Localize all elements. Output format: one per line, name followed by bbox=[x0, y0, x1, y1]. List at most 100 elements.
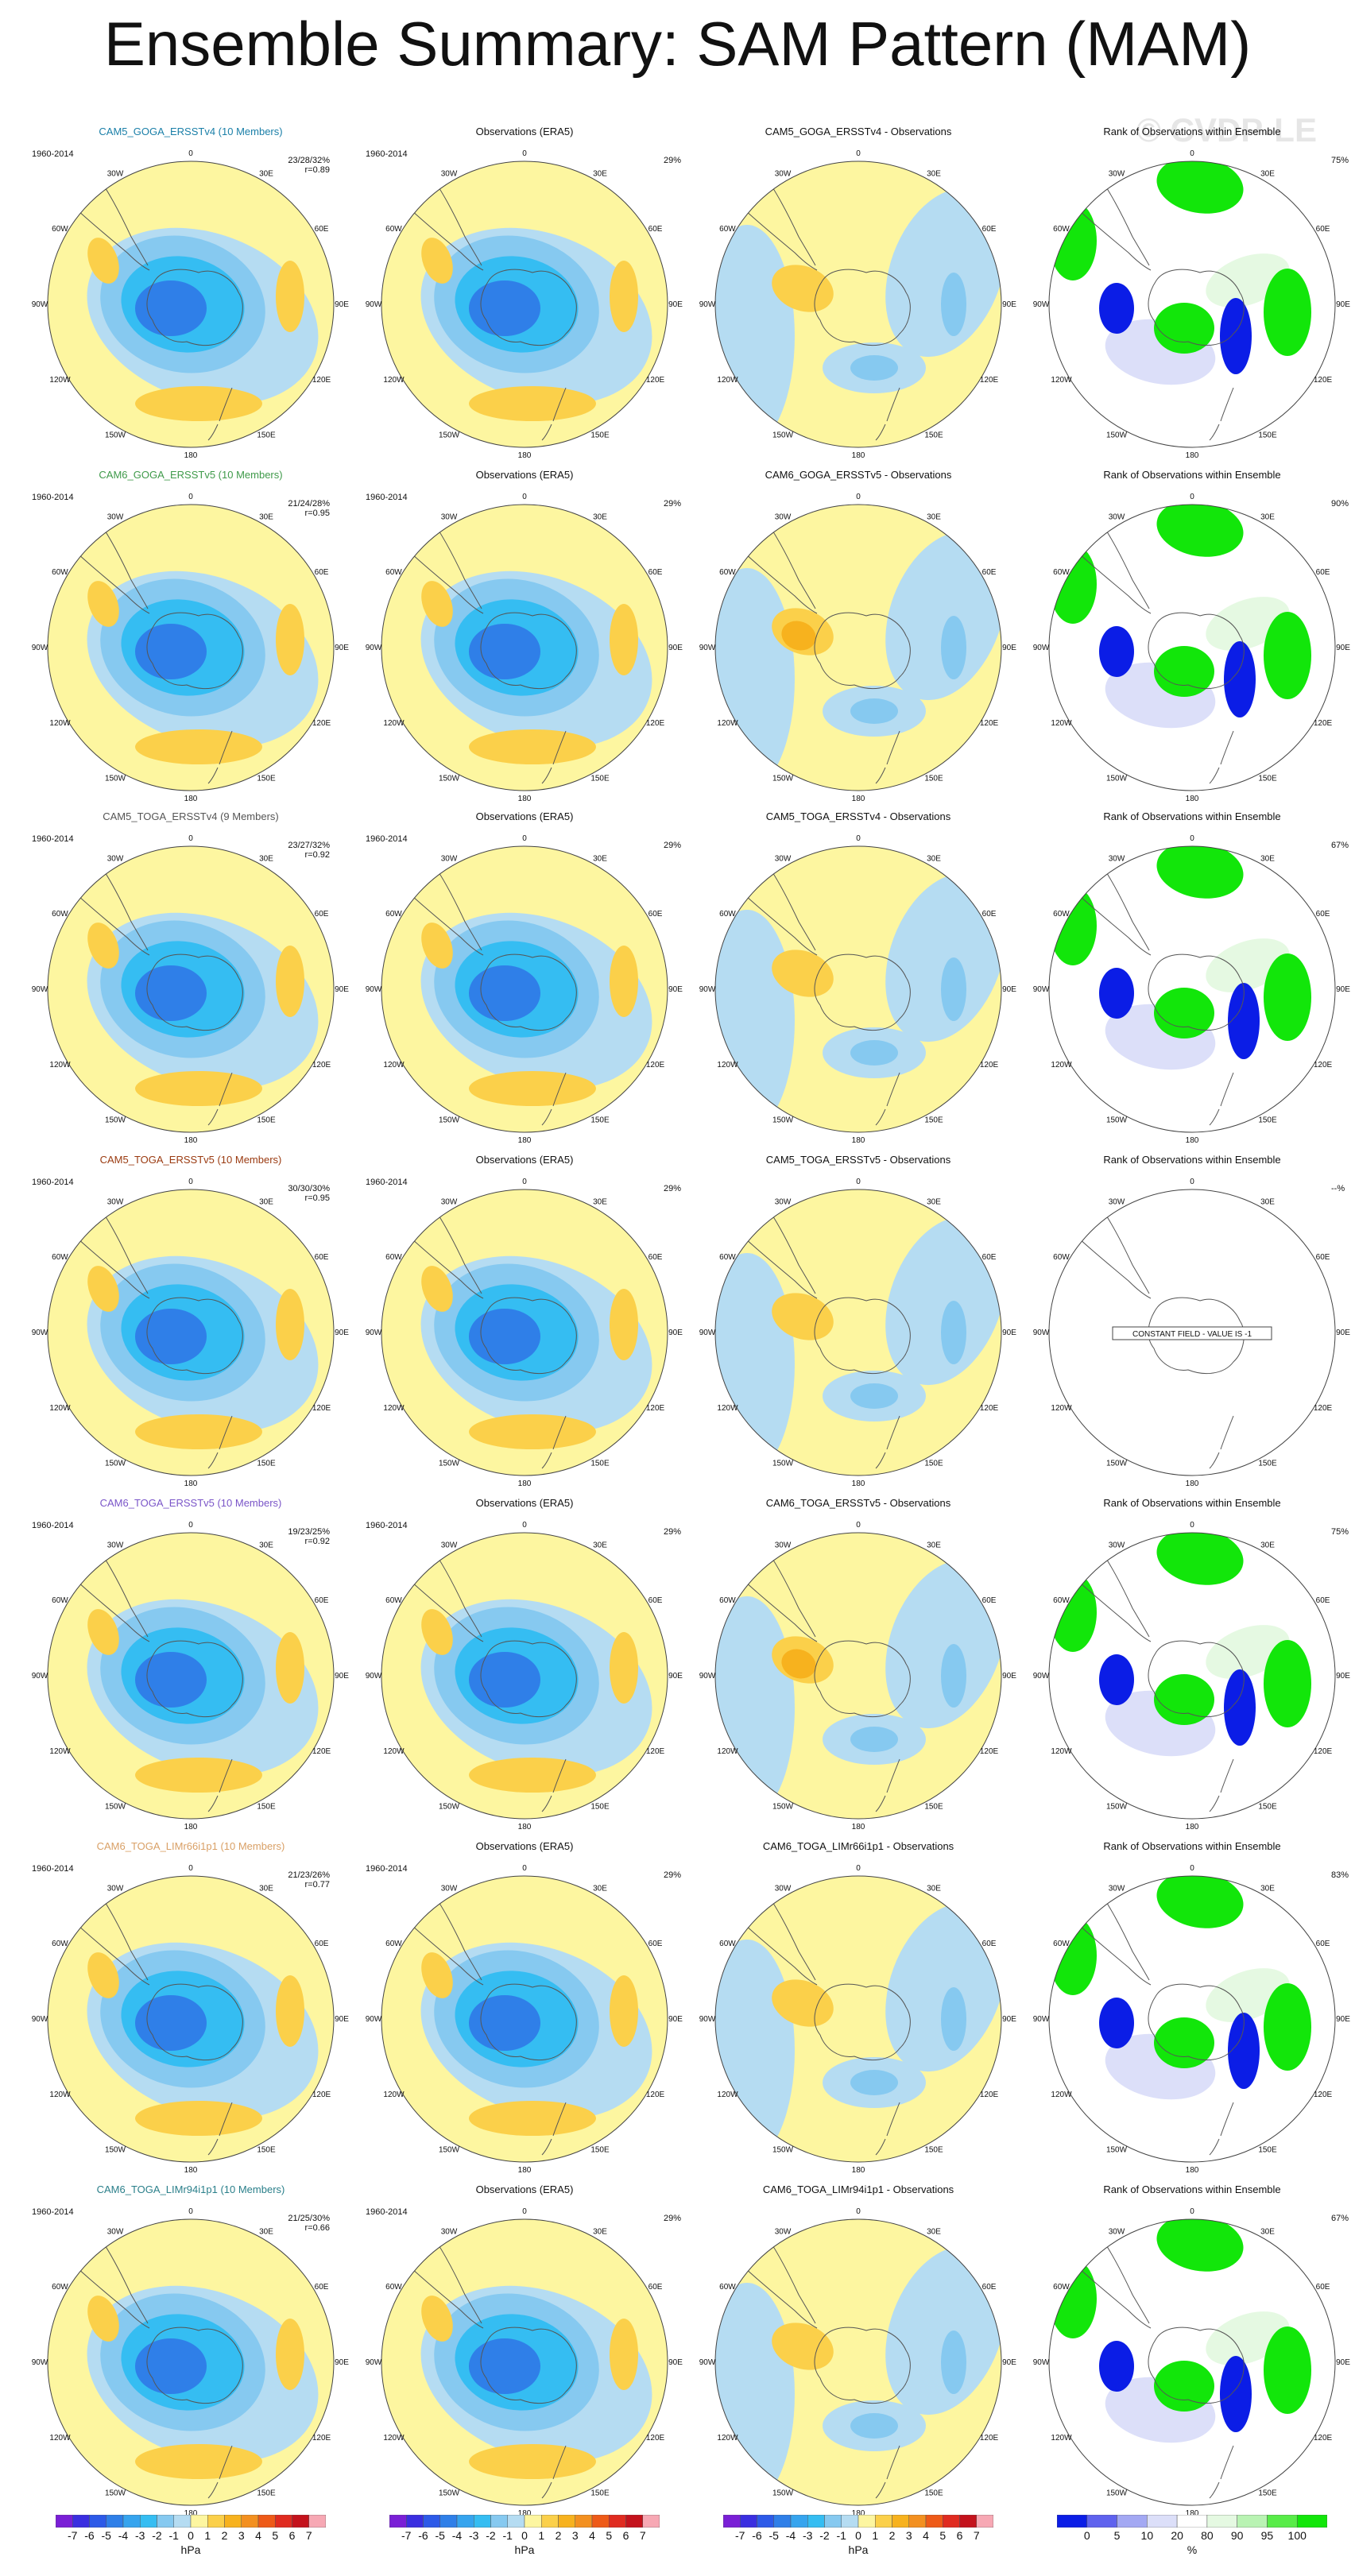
colorbar-tick-label: 3 bbox=[905, 2529, 912, 2542]
colorbar-tick-label: 2 bbox=[888, 2529, 896, 2542]
longitude-label: 180 bbox=[1186, 795, 1199, 803]
longitude-label: 30E bbox=[927, 1197, 941, 1206]
colorbar-tick-label: 5 bbox=[272, 2529, 279, 2542]
longitude-label: 60E bbox=[1316, 910, 1330, 919]
longitude-label: 60W bbox=[52, 910, 68, 919]
longitude-label: 120W bbox=[383, 1747, 405, 1756]
ensemble-stats: 19/23/25% r=0.92 bbox=[266, 1527, 330, 1546]
antarctica-coastline bbox=[146, 269, 243, 346]
ensemble-stats: 30/30/30% r=0.95 bbox=[266, 1184, 330, 1203]
panel-title: Rank of Observations within Ensemble bbox=[1103, 810, 1281, 822]
map-border bbox=[714, 2218, 1002, 2506]
colorbar-swatch bbox=[106, 2514, 124, 2528]
new-zealand-coastline bbox=[1209, 1072, 1234, 1126]
contour-blob bbox=[781, 1649, 816, 1679]
longitude-label: 60E bbox=[1316, 1253, 1330, 1262]
map-border bbox=[714, 1875, 1002, 2163]
rank-panel: Rank of Observations within Ensemble 75% 0… bbox=[1025, 1497, 1355, 1831]
contour-blob bbox=[941, 273, 966, 336]
colorbar-tick-label: -1 bbox=[836, 2529, 846, 2542]
longitude-label: 60W bbox=[1053, 910, 1070, 919]
longitude-label: 60W bbox=[52, 1596, 68, 1605]
longitude-label: 150E bbox=[590, 1116, 610, 1125]
new-zealand-coastline bbox=[1209, 2102, 1234, 2156]
longitude-label: 0 bbox=[188, 1178, 193, 1186]
longitude-label: 60W bbox=[1053, 1940, 1070, 1948]
polar-map: 0 30E 60E 90E 120E 150E 180 150W 120W 90W 60W 30W bbox=[366, 149, 683, 460]
difference-panel: CAM6_TOGA_LIMr66i1p1 - Observations 0 30E 6… bbox=[691, 1840, 1025, 2175]
longitude-label: 90E bbox=[668, 2015, 683, 2024]
polar-map: 0 30E 60E 90E 120E 150E 180 150W 120W 90W 60W 30W bbox=[366, 493, 683, 803]
longitude-label: 150E bbox=[924, 2489, 943, 2498]
contour-blob bbox=[885, 1902, 1001, 2072]
longitude-label: 60E bbox=[315, 1940, 329, 1948]
longitude-label: 150W bbox=[439, 1116, 460, 1125]
longitude-label: 90W bbox=[1033, 1329, 1050, 1337]
polar-map: 0 30E 60E 90E 120E 150E 180 150W 120W 90W 60W 30W bbox=[32, 1178, 350, 1488]
longitude-label: 180 bbox=[518, 1823, 532, 1831]
longitude-label: 120W bbox=[717, 1404, 738, 1413]
colorbar-tick-label: 0 bbox=[521, 2529, 528, 2542]
longitude-label: 120W bbox=[383, 376, 405, 385]
contour-blob bbox=[850, 2070, 898, 2095]
contour-blob bbox=[1049, 201, 1097, 280]
longitude-label: 150E bbox=[924, 2146, 943, 2155]
contour-blob bbox=[1099, 1654, 1134, 1705]
longitude-label: 30W bbox=[775, 169, 792, 178]
longitude-label: 120E bbox=[1314, 1404, 1333, 1413]
longitude-label: 30E bbox=[1260, 1884, 1275, 1893]
longitude-label: 60E bbox=[1316, 1596, 1330, 1605]
antarctica-coastline bbox=[480, 612, 577, 690]
longitude-label: 0 bbox=[1190, 1864, 1194, 1873]
page-title: Ensemble Summary: SAM Pattern (MAM) bbox=[103, 9, 1252, 79]
longitude-label: 90E bbox=[668, 1672, 683, 1681]
longitude-label: 150W bbox=[105, 431, 126, 440]
longitude-label: 120E bbox=[980, 1061, 999, 1069]
colorbar-swatch bbox=[439, 2514, 458, 2528]
contour-blob bbox=[610, 946, 638, 1017]
antarctica-coastline bbox=[480, 1983, 577, 2061]
longitude-label: 120W bbox=[383, 1061, 405, 1069]
polar-map: 0 30E 60E 90E 120E 150E 180 150W 120W 90W 60W 30W bbox=[699, 1864, 1017, 2175]
observations-panel: Observations (ERA5) 1960-2014 29% 0 30E 60E 90… bbox=[358, 810, 691, 1145]
longitude-label: 150E bbox=[590, 775, 610, 783]
polar-map: 0 30E 60E 90E 120E 150E 180 150W 120W 90W 60W 30W bbox=[32, 493, 350, 803]
contour-blob bbox=[772, 2323, 834, 2370]
longitude-label: 60E bbox=[1316, 568, 1330, 577]
pct-range: 23/28/32% bbox=[288, 156, 330, 165]
panel-title: Observations (ERA5) bbox=[475, 1497, 574, 1509]
map-border bbox=[714, 1532, 1002, 1820]
colorbar-tick-label: 2 bbox=[221, 2529, 228, 2542]
longitude-label: 150W bbox=[772, 431, 794, 440]
contour-blob bbox=[885, 1216, 1001, 1386]
longitude-label: 120W bbox=[383, 2434, 405, 2443]
contour-blob bbox=[885, 188, 1001, 358]
ensemble-stats: 23/27/32% r=0.92 bbox=[266, 841, 330, 860]
longitude-label: 120E bbox=[312, 376, 331, 385]
years-label: 1960-2014 bbox=[366, 1178, 408, 1187]
longitude-label: 30E bbox=[927, 1884, 941, 1893]
longitude-label: 30W bbox=[775, 2227, 792, 2236]
longitude-label: 180 bbox=[518, 1479, 532, 1488]
contour-blob bbox=[885, 872, 1001, 1042]
longitude-label: 150W bbox=[105, 775, 126, 783]
longitude-label: 90W bbox=[699, 985, 716, 994]
longitude-label: 120E bbox=[312, 2434, 331, 2443]
pattern-correlation: r=0.92 bbox=[304, 1537, 331, 1546]
panel-title: CAM6_TOGA_LIMr94i1p1 - Observations bbox=[762, 2183, 954, 2195]
colorbar-swatch bbox=[474, 2514, 491, 2528]
colorbar-swatch bbox=[925, 2514, 943, 2528]
contour-blob bbox=[850, 2413, 898, 2439]
new-zealand-coastline bbox=[207, 1072, 233, 1126]
colorbar-swatch bbox=[841, 2514, 859, 2528]
longitude-label: 60E bbox=[982, 910, 997, 919]
ensemble-panel: CAM6_TOGA_LIMr94i1p1 (10 Members) 1960-20… bbox=[24, 2183, 358, 2518]
longitude-label: 30E bbox=[259, 854, 273, 863]
longitude-label: 120E bbox=[980, 2434, 999, 2443]
longitude-label: 120W bbox=[717, 1747, 738, 1756]
colorbar-tick-label: -6 bbox=[752, 2529, 762, 2542]
panel-title: CAM5_GOGA_ERSSTv4 - Observations bbox=[765, 126, 952, 137]
colorbar-swatch bbox=[173, 2514, 192, 2528]
contour-blob bbox=[469, 386, 596, 421]
longitude-label: 30E bbox=[927, 1541, 941, 1549]
